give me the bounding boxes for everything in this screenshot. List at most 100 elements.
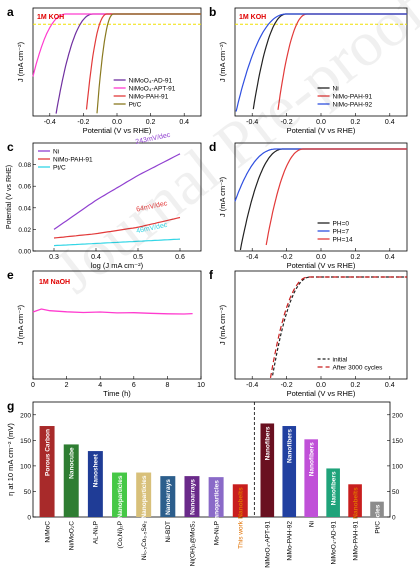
panel-a-ylabel: J (mA cm⁻²) — [16, 41, 25, 82]
panel-d-series-0 — [239, 148, 407, 251]
panel-b-legend-label: Ni — [333, 86, 339, 93]
panel-c-ytick-label: 0.08 — [18, 162, 31, 169]
panel-c-slope-label: 64mV/dec — [136, 200, 169, 214]
panel-g-left-bar — [160, 476, 176, 517]
panel-d-frame — [234, 142, 408, 252]
panel-d-letter: d — [209, 140, 216, 154]
panel-g-right-category: NiMoO₄-APT-91 — [265, 521, 272, 568]
panel-e-xtick-label: 0 — [31, 382, 35, 389]
panel-g-ytick-label-left: 200 — [20, 412, 31, 419]
panel-a-legend-label: Pt/C — [129, 102, 142, 109]
panel-b-ylabel: J (mA cm⁻²) — [218, 41, 227, 82]
panel-d-ylabel: J (mA cm⁻²) — [218, 176, 227, 217]
panel-d-series-2 — [265, 148, 407, 246]
panel-f-legend-label: After 3000 cycles — [333, 365, 384, 372]
panel-g-right-category: NiMo-PAH-92 — [287, 521, 294, 561]
panel-g-left-bar-label: Nanocube — [69, 447, 76, 479]
panel-g-left-category: Ni/MoO₂C — [69, 521, 76, 551]
panel-g-ytick-label-right: 50 — [392, 489, 400, 496]
panel-b-xtick-label: -0.4 — [246, 119, 258, 126]
panel-g-left-bar — [136, 472, 152, 517]
panel-d-xtick-label: -0.4 — [246, 254, 258, 261]
panel-g-ytick-label-left: 150 — [20, 438, 31, 445]
panel-a-xtick-label: 0.4 — [179, 119, 189, 126]
panel-c-frame — [32, 142, 202, 252]
panel-f-xtick-label: 0.2 — [351, 382, 361, 389]
panel-f-xlabel: Potential (V vs RHE) — [287, 389, 356, 398]
panel-c-ytick-label: 0.02 — [18, 227, 31, 234]
panel-g-right-bar — [282, 426, 297, 517]
panel-g-ytick-label-right: 100 — [392, 463, 403, 470]
panel-g-left-bar-label: Nanoparticles — [213, 480, 220, 523]
panel-d-xtick-label: 0.2 — [351, 254, 361, 261]
panel-c-ylabel: Potential (V vs RHE) — [6, 165, 13, 229]
panel-g-right-bar-label: Nanofibers — [308, 442, 315, 476]
panel-b-xlabel: Potential (V vs RHE) — [287, 126, 356, 135]
panel-c-series-2 — [53, 238, 181, 247]
panel-e-frame — [32, 270, 202, 380]
panel-d-xtick-label: 0.0 — [316, 254, 326, 261]
panel-g-right-category: Pt/C — [374, 521, 381, 534]
panel-g-right-bar-label: Nanofibers — [287, 429, 294, 463]
panel-c-xtick-label: 0.3 — [49, 254, 59, 261]
panel-g-left-bar-label: Nanoarrays — [165, 479, 172, 515]
panel-f-ylabel: J (mA cm⁻²) — [218, 304, 227, 345]
panel-e-xtick-label: 6 — [132, 382, 136, 389]
panel-d-xtick-label: 0.4 — [385, 254, 395, 261]
panel-e-xtick-label: 10 — [197, 382, 205, 389]
panel-d-legend-label: PH=14 — [333, 237, 353, 244]
panel-g-ytick-label-left: 100 — [20, 463, 31, 470]
panel-c-xtick-label: 0.4 — [91, 254, 101, 261]
panel-e-ylabel: J (mA cm⁻²) — [16, 304, 25, 345]
panel-c-ytick-label: 0.04 — [18, 205, 31, 212]
panel-e-annotation: 1M NaOH — [39, 279, 70, 286]
panel-a-annotation: 1M KOH — [37, 14, 64, 21]
panel-d-xlabel: Potential (V vs RHE) — [287, 261, 356, 270]
panel-a-legend-label: NiMoO₄-AD-91 — [129, 78, 173, 85]
panel-b-legend-label: NiMo-PAH-91 — [333, 94, 373, 101]
panel-g-ytick-label-left: 0 — [27, 515, 31, 522]
panel-g-left-bar — [39, 426, 55, 517]
panel-g-left-bar-label: Nanoparticles — [117, 475, 124, 518]
panel-g-right-bar-label: Particles — [374, 504, 381, 531]
panel-g-right-category: NiMo-PAH-91 — [352, 521, 359, 561]
panel-e-series — [32, 308, 193, 315]
panel-c-legend-label: Ni — [53, 149, 59, 156]
panel-f-xtick-label: 0.0 — [316, 382, 326, 389]
panel-a-xtick-label: 0.2 — [146, 119, 156, 126]
panel-g-left-bar-label: Nanobelts — [238, 487, 245, 519]
panel-f-letter: f — [209, 268, 214, 282]
panel-g-right-bar — [348, 484, 362, 517]
panel-d-series-1 — [234, 148, 407, 202]
panel-f-series-0 — [272, 276, 407, 376]
panel-g-right-bar — [260, 423, 275, 517]
panel-g-ytick-label-right: 150 — [392, 438, 403, 445]
panel-a-series-3 — [96, 13, 201, 114]
panel-c-letter: c — [7, 140, 14, 154]
panel-a-xlabel: Potential (V vs RHE) — [83, 126, 152, 135]
panel-b-xtick-label: -0.2 — [281, 119, 293, 126]
panel-e-xtick-label: 8 — [165, 382, 169, 389]
panel-b-legend-label: NiMo-PAH-92 — [333, 102, 373, 109]
panel-f-legend-label: initial — [333, 357, 348, 364]
panel-e-xtick-label: 2 — [65, 382, 69, 389]
panel-g-ytick-label-left: 50 — [24, 489, 32, 496]
panel-a-xtick-label: -0.2 — [77, 119, 89, 126]
panel-c-series-1 — [53, 216, 181, 239]
panel-b-series-2 — [235, 13, 407, 112]
panel-f-xtick-label: 0.4 — [385, 382, 395, 389]
panel-g-ylabel: η at 10 mA cm⁻² (mV) — [6, 423, 15, 496]
panel-g-left-bar — [184, 476, 200, 517]
panel-b-xtick-label: 0.2 — [351, 119, 361, 126]
panel-a-xtick-label: 0.0 — [112, 119, 122, 126]
panel-g-ytick-label-right: 0 — [392, 515, 396, 522]
panel-g-left-bar — [232, 484, 248, 517]
panel-d-legend-label: PH=0 — [333, 221, 350, 228]
panel-b-xtick-label: 0.0 — [316, 119, 326, 126]
panel-e-xlabel: Time (h) — [103, 389, 131, 398]
panel-d-xtick-label: -0.2 — [281, 254, 293, 261]
panel-a-letter: a — [7, 5, 14, 19]
panel-g-left-category: Ni(OH)₂@MoS₂ — [189, 521, 196, 567]
panel-f-frame — [234, 270, 408, 380]
panel-g-right-bar — [326, 468, 340, 517]
